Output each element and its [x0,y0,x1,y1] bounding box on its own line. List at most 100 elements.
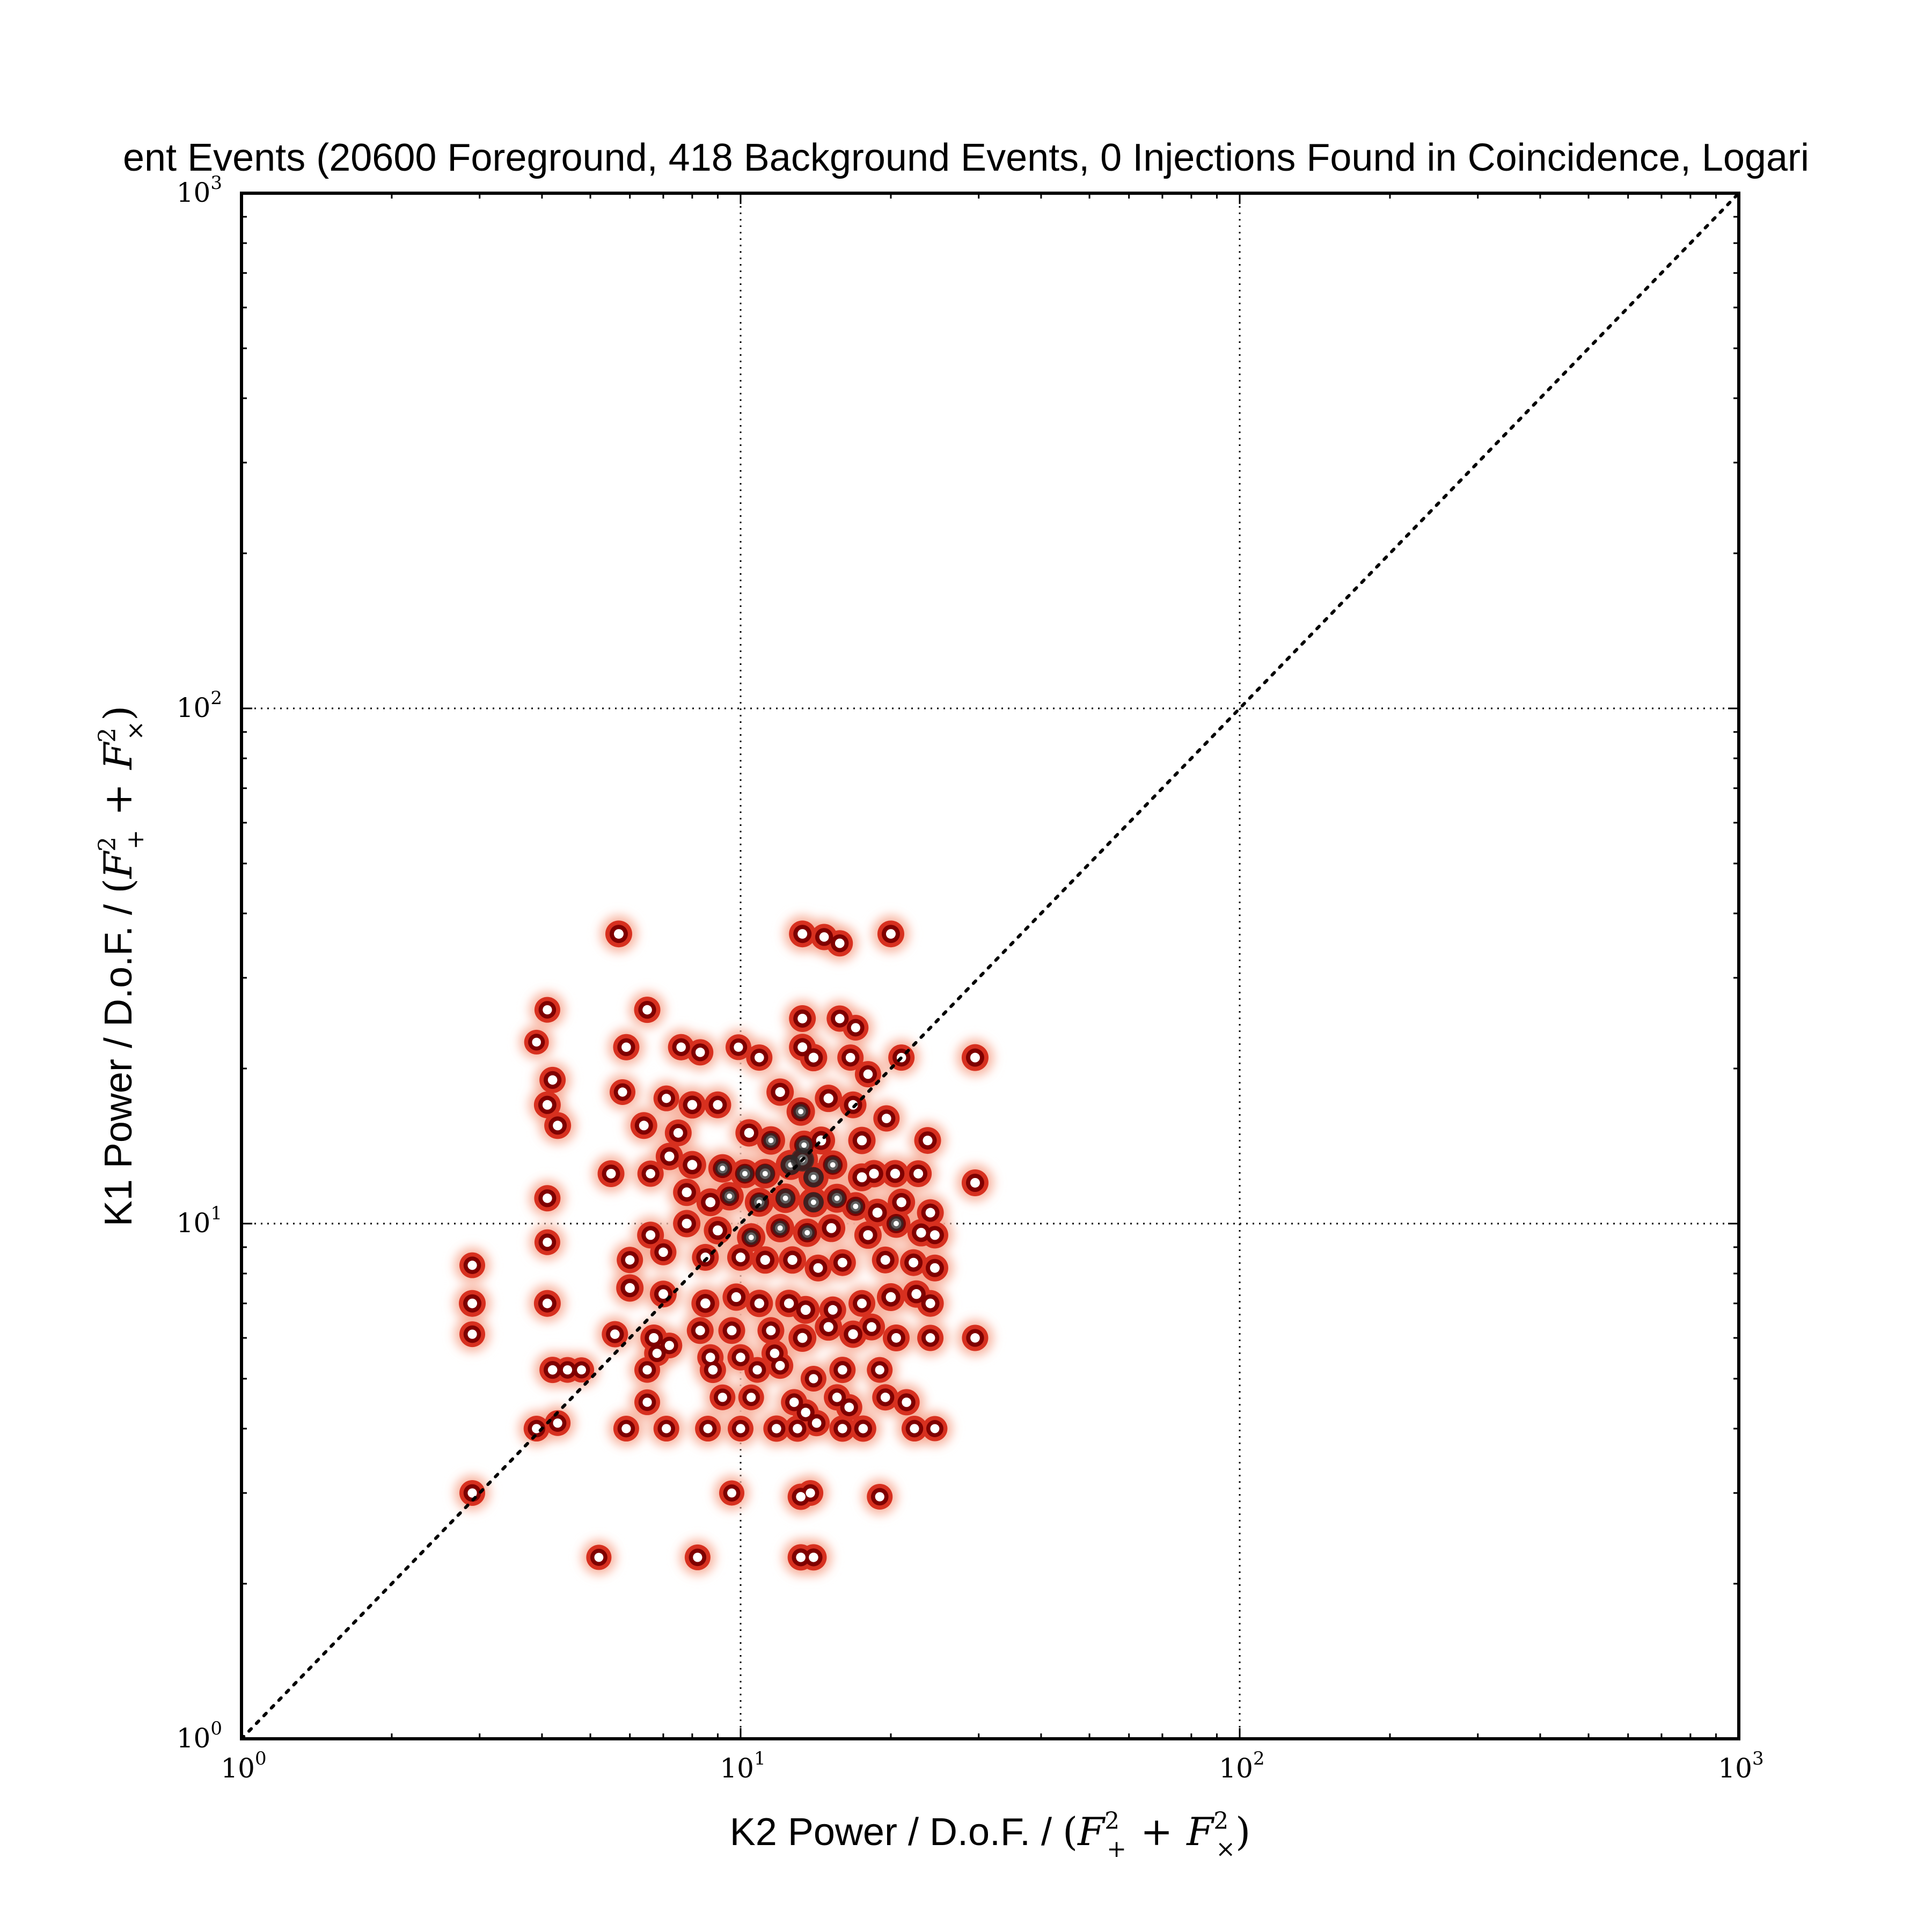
density-point [695,1326,705,1336]
density-point [819,932,829,942]
density-point [823,1322,833,1332]
density-point [747,1393,756,1402]
density-peak-center [798,1109,804,1115]
density-point [731,1292,742,1302]
density-point [606,1168,616,1179]
density-point [857,1172,867,1183]
x-tick-label: 101 [720,1748,765,1784]
density-point [845,1052,855,1063]
density-point [848,1329,858,1340]
density-point [857,1298,867,1308]
x-tick-label-exponent: 0 [255,1748,267,1769]
density-point [826,1223,837,1233]
density-point [727,1326,737,1336]
density-point [682,1187,692,1197]
x-label-open-paren: ( [1063,1809,1078,1854]
x-tick-label-base: 10 [221,1753,255,1784]
density-point [797,1013,808,1023]
density-point [642,1365,652,1375]
density-point [642,1005,652,1015]
density-peak-center [742,1170,748,1176]
x-tick-label-exponent: 3 [1752,1748,1764,1769]
density-point [837,1257,847,1268]
density-point [925,1333,935,1343]
density-point [891,1333,901,1343]
y-label-sub-plus: + [122,830,149,850]
density-point [793,1424,802,1433]
density-peak-center [782,1195,788,1201]
density-point [880,1255,890,1265]
density-point [467,1261,477,1270]
y-tick-label-exponent: 2 [210,687,222,709]
density-point [664,1341,674,1350]
density-point [923,1136,933,1146]
density-point [625,1283,635,1293]
density-point [809,1553,818,1562]
density-point [695,1048,705,1057]
y-label-plus: + [96,784,141,816]
x-tick-label-base: 10 [1219,1753,1253,1784]
density-layer [451,912,997,1579]
density-point [838,1365,847,1375]
density-point [662,1094,671,1103]
density-point [809,1374,818,1384]
density-point [838,1424,847,1433]
density-point [613,929,624,939]
x-label-sup-2: 2 [1213,1807,1228,1835]
density-point [676,1042,686,1052]
density-peak-center [727,1194,733,1199]
density-point [858,1424,868,1433]
density-point [562,1365,573,1375]
density-point [700,1298,711,1309]
density-peak-center [853,1203,859,1209]
density-point [875,1492,884,1502]
y-label-sup-2: 2 [94,728,121,743]
x-tick-label-exponent: 1 [754,1748,766,1769]
y-label-open-paren: ( [96,879,141,894]
y-tick-label-base: 10 [177,1723,211,1754]
density-peak-center [801,1142,807,1148]
density-point [547,1075,558,1085]
density-point [673,1128,683,1138]
chart-title: ent Events (20600 Foreground, 418 Backgr… [123,136,1809,179]
density-point [925,1298,935,1308]
density-point [911,1289,921,1299]
density-point [642,1397,652,1407]
density-point [543,1238,552,1247]
density-peak-center [748,1234,754,1240]
density-point [713,1100,723,1110]
y-axis-label: K1 Power / D.o.F. / (F2++F2×) [94,706,149,1226]
x-axis-label: K2 Power / D.o.F. / (F2 + + F2 ×) [730,1807,1250,1863]
density-point [930,1424,940,1433]
density-point [652,1349,662,1358]
density-point [835,1014,845,1023]
y-tick-label-base: 10 [177,177,211,208]
density-point [662,1424,671,1433]
density-peak-center [720,1166,726,1172]
density-point [823,1093,833,1103]
y-tick-label: 103 [177,172,222,208]
x-tick-label: 103 [1718,1748,1763,1784]
x-tick-label: 102 [1219,1748,1264,1784]
density-point [577,1365,587,1375]
density-point [797,929,808,939]
density-peak-center [834,1195,840,1201]
density-point [467,1298,478,1308]
density-point [930,1263,940,1273]
density-point [896,1197,906,1208]
density-point [610,1329,620,1339]
density-point [875,1365,884,1375]
density-point [885,1292,896,1302]
density-point [828,1305,838,1315]
density-point [736,1424,745,1433]
density-point [734,1042,743,1052]
density-point [800,1305,811,1315]
density-point [801,1408,811,1417]
density-point [844,1402,854,1413]
density-point [649,1333,659,1343]
density-point [796,1553,806,1562]
density-point [639,1121,649,1131]
density-point [705,1197,716,1208]
